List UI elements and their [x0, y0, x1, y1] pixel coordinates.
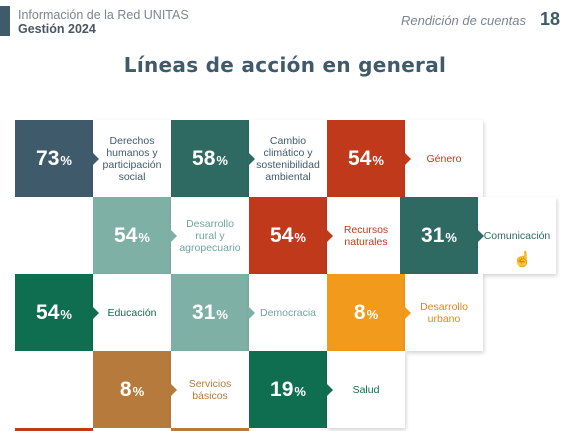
pct-genero: 54%: [348, 146, 384, 170]
page-number: 18: [539, 9, 560, 29]
label-desarrollo-urbano: Desarrollo urbano: [404, 274, 483, 351]
header-org: Información de la Red UNITAS: [18, 8, 189, 22]
tile-derechos-humanos: 73%: [15, 120, 93, 197]
label-recursos-naturales: Recursos naturales: [326, 197, 405, 274]
bottom-strip-left: [15, 428, 93, 431]
tile-recursos-naturales: 54%: [249, 197, 327, 274]
pct-salud: 19%: [270, 377, 306, 401]
label-derechos-humanos: Derechos humanos y participación social: [92, 120, 171, 197]
page-title: Líneas de acción en general: [123, 53, 447, 77]
label-comunicacion: Comunicación: [477, 197, 556, 274]
label-servicios-basicos: Servicios básicos: [170, 351, 249, 428]
tile-democracia: 31%: [171, 274, 249, 351]
pct-educacion: 54%: [36, 300, 72, 324]
label-genero: Género: [404, 120, 483, 197]
pct-derechos-humanos: 73%: [36, 146, 72, 170]
tile-genero: 54%: [327, 120, 405, 197]
hand-cursor-icon: ☝: [513, 251, 532, 268]
label-cambio-climatico: Cambio climático y sostenibilidad ambien…: [248, 120, 327, 197]
tile-salud: 19%: [249, 351, 327, 428]
tile-servicios-basicos: 8%: [93, 351, 171, 428]
label-democracia: Democracia: [248, 274, 327, 351]
pct-desarrollo-urbano: 8%: [353, 300, 379, 324]
tile-comunicacion: 31%: [400, 197, 478, 274]
header-section: Rendición de cuentas: [400, 13, 526, 28]
label-educacion: Educación: [92, 274, 171, 351]
tile-desarrollo-urbano: 8%: [327, 274, 405, 351]
header-accent-bar: [0, 6, 10, 36]
tile-desarrollo-rural: 54%: [93, 197, 171, 274]
bottom-strip-mid: [171, 428, 249, 431]
label-desarrollo-rural: Desarrollo rural y agropecuario: [170, 197, 249, 274]
label-salud: Salud: [326, 351, 405, 428]
pct-recursos-naturales: 54%: [270, 223, 306, 247]
pct-comunicacion: 31%: [421, 223, 457, 247]
tile-educacion: 54%: [15, 274, 93, 351]
pct-democracia: 31%: [192, 300, 228, 324]
tile-cambio-climatico: 58%: [171, 120, 249, 197]
pct-cambio-climatico: 58%: [192, 146, 228, 170]
pct-servicios-basicos: 8%: [119, 377, 145, 401]
action-lines-grid: 73% Derechos humanos y participación soc…: [15, 120, 570, 431]
pct-desarrollo-rural: 54%: [114, 223, 150, 247]
header-period: Gestión 2024: [18, 22, 96, 36]
